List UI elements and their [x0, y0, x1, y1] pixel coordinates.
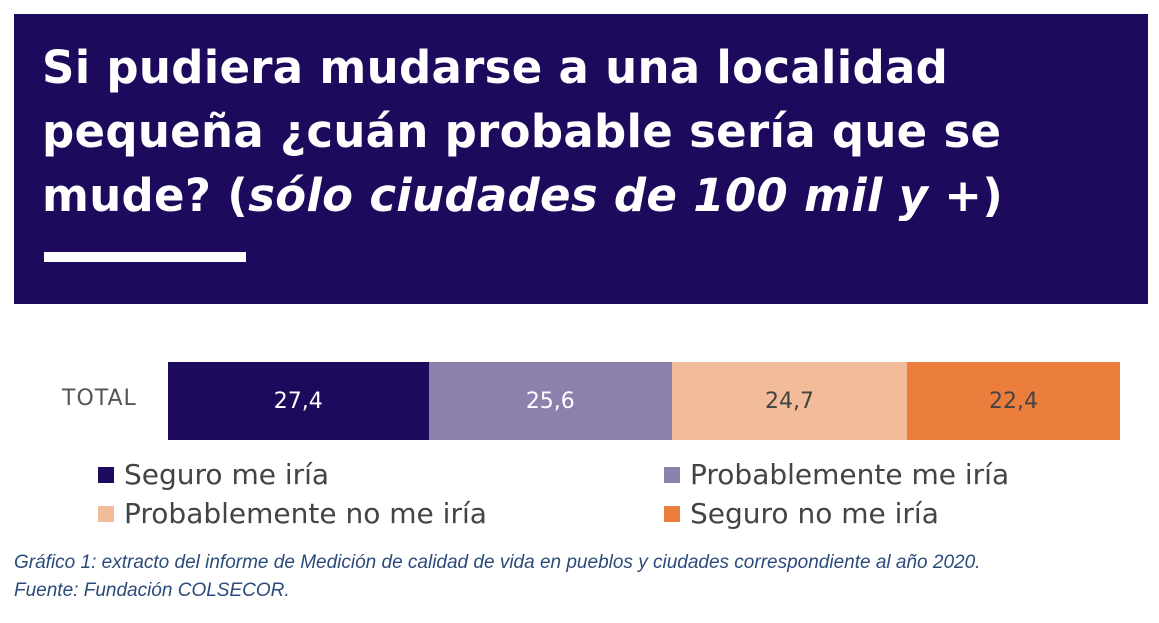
category-label: TOTAL [62, 386, 137, 411]
title-close: ) [982, 169, 1004, 222]
legend-item-probablemente-me-iria: Probablemente me iría [664, 458, 1009, 491]
data-label-probablemente-no-me-iria: 24,7 [764, 388, 814, 414]
bar-segment-seguro-me-iria: 27,4 [168, 362, 429, 440]
legend-swatch-seguro-no-me-iria [664, 505, 680, 522]
data-label-seguro-no-me-iria: 22,4 [988, 388, 1038, 414]
title-main: Si pudiera mudarse a una localidad peque… [42, 41, 1002, 222]
legend-item-seguro-me-iria: Seguro me iría [98, 458, 329, 491]
legend-label-probablemente-me-iria: Probablemente me iría [690, 458, 1010, 491]
legend-label-seguro-me-iria: Seguro me iría [124, 458, 330, 491]
legend-swatch-probablemente-no-me-iria [98, 505, 114, 522]
legend-item-seguro-no-me-iria: Seguro no me iría [664, 497, 939, 530]
legend-label-probablemente-no-me-iria: Probablemente no me iría [124, 497, 487, 530]
data-label-probablemente-me-iria: 25,6 [525, 388, 575, 414]
title-italic: sólo ciudades de 100 mil y + [248, 169, 983, 222]
caption-line-1: Gráfico 1: extracto del informe de Medic… [14, 552, 981, 573]
stacked-bar: 27,4 25,6 24,7 22,4 [168, 362, 1120, 440]
figure-caption: Gráfico 1: extracto del informe de Medic… [14, 549, 1144, 605]
chart-title: Si pudiera mudarse a una localidad peque… [42, 36, 1132, 228]
bar-segment-probablemente-me-iria: 25,6 [428, 362, 673, 440]
title-banner: Si pudiera mudarse a una localidad peque… [14, 14, 1148, 304]
bar-segment-seguro-no-me-iria: 22,4 [906, 362, 1120, 440]
legend-label-seguro-no-me-iria: Seguro no me iría [690, 497, 939, 530]
caption-line-2: Fuente: Fundación COLSECOR. [14, 580, 290, 601]
legend-item-probablemente-no-me-iria: Probablemente no me iría [98, 497, 487, 530]
legend-swatch-seguro-me-iria [98, 466, 114, 483]
data-label-seguro-me-iria: 27,4 [273, 388, 323, 414]
legend-swatch-probablemente-me-iria [664, 466, 680, 483]
bar-segment-probablemente-no-me-iria: 24,7 [672, 362, 907, 440]
title-underline [44, 252, 246, 262]
